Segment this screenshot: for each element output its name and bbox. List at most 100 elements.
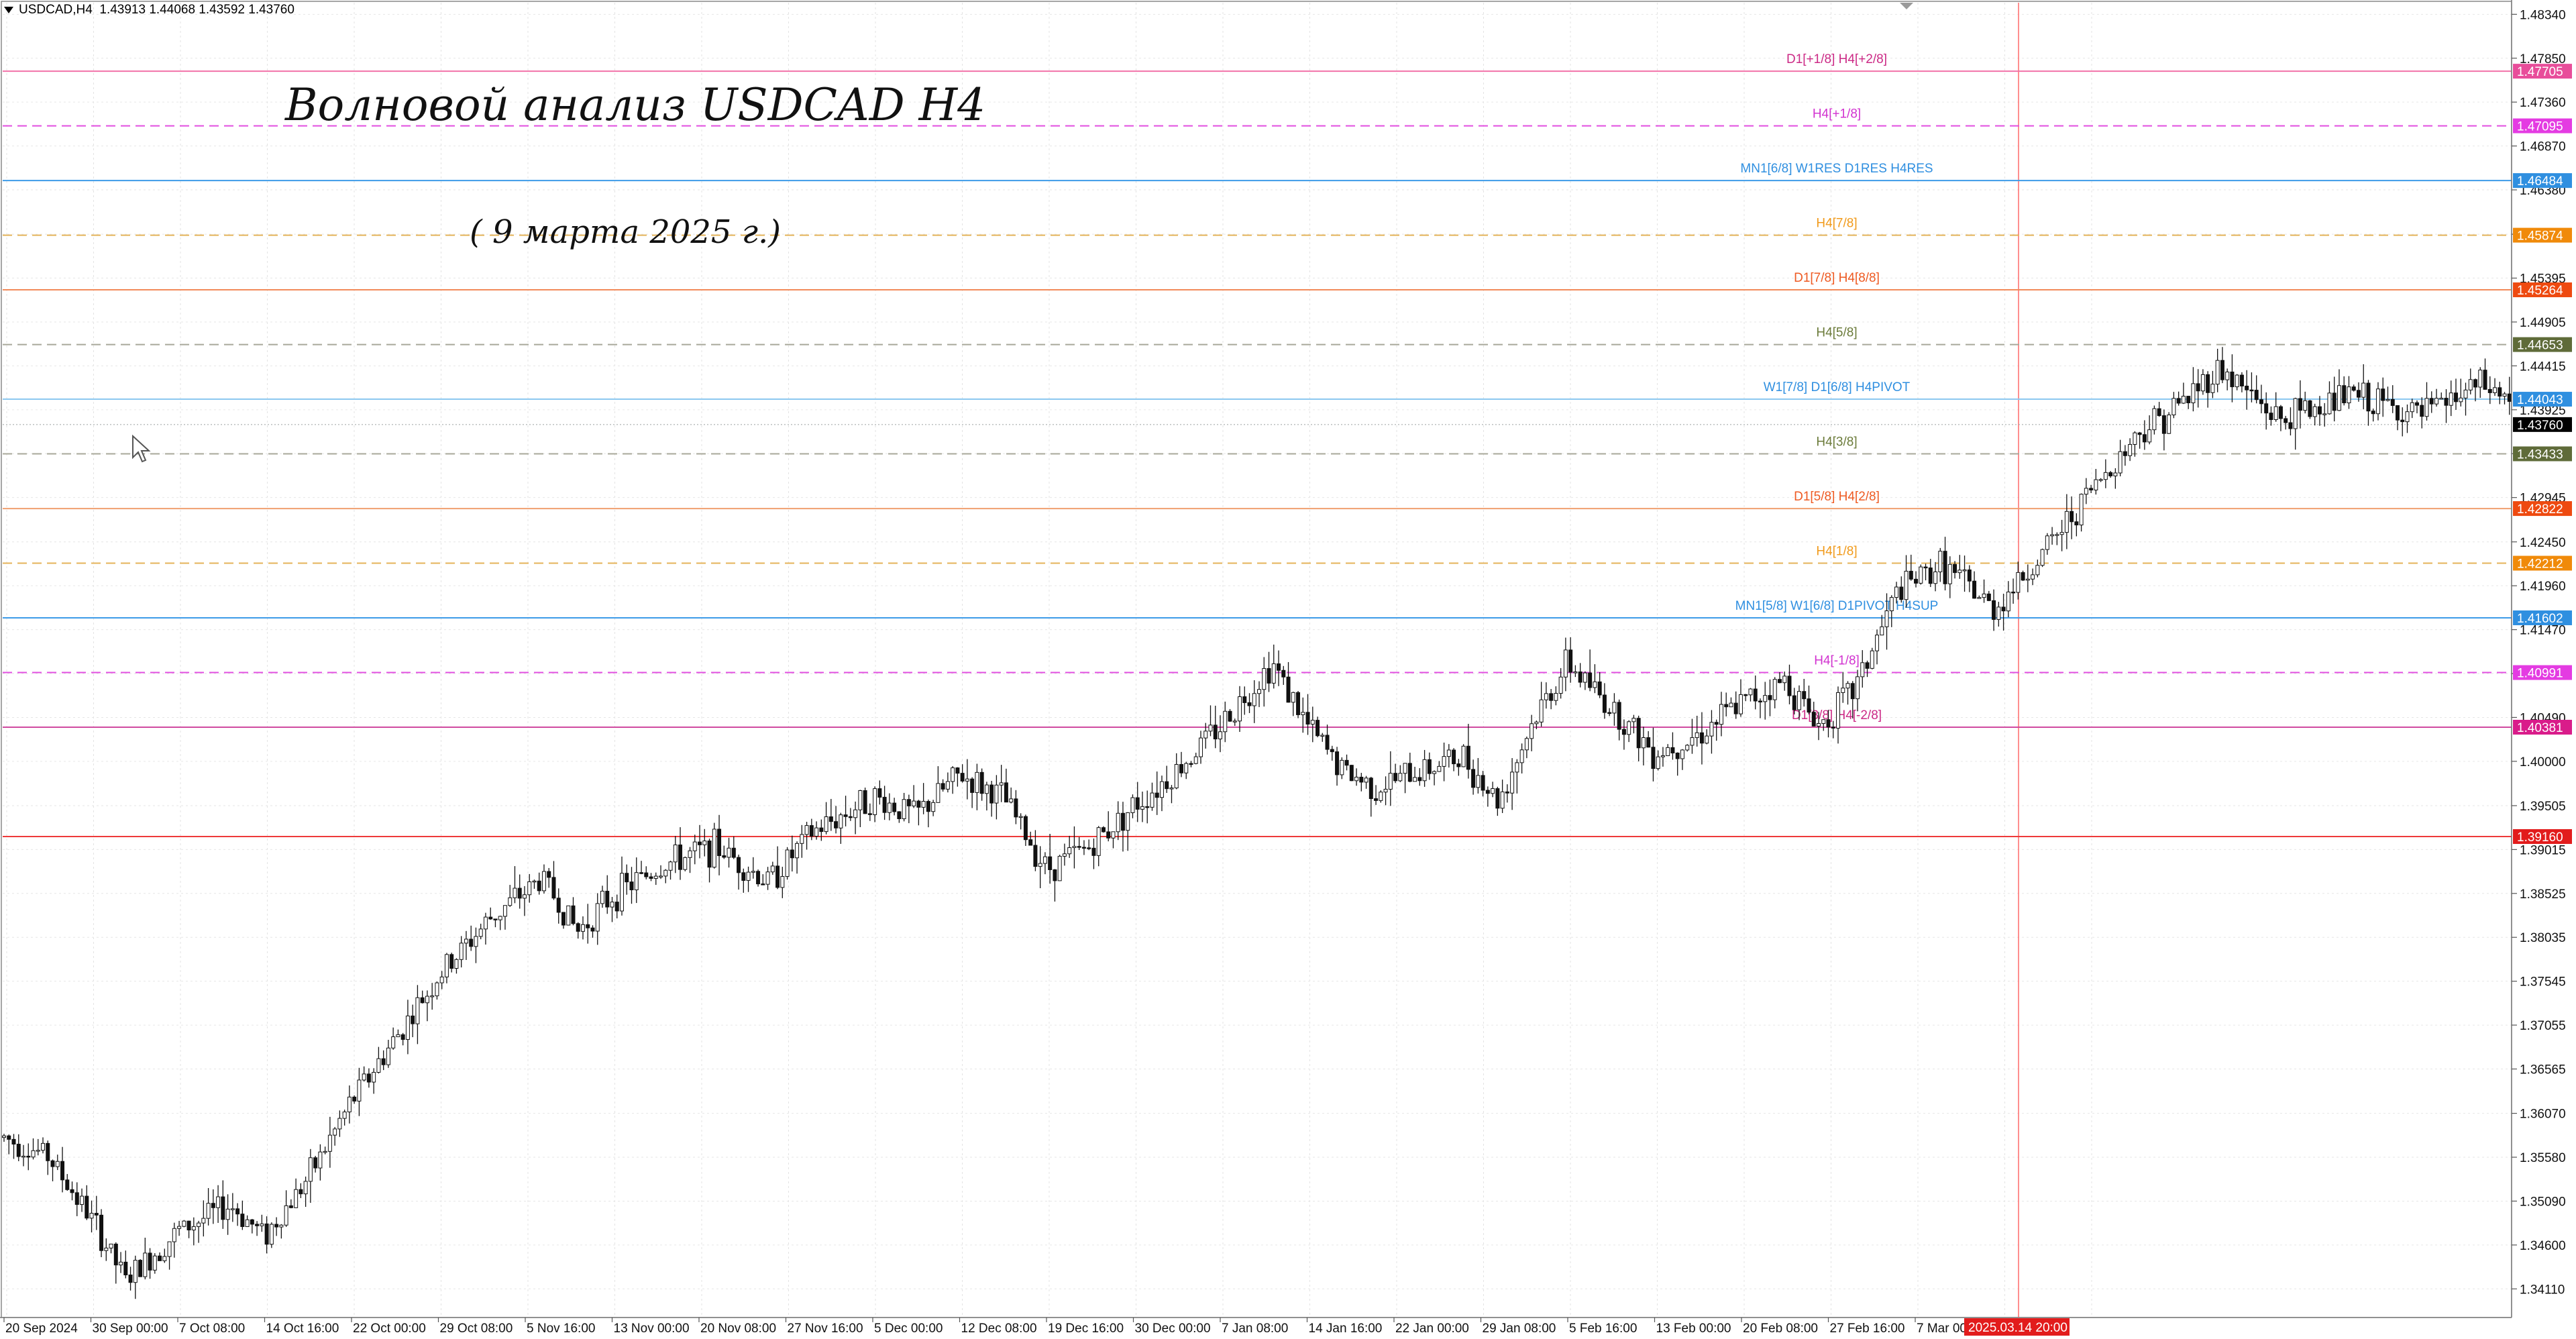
price-level-tag [2513,501,2572,517]
candle-body [2361,382,2366,398]
candle-body [1466,745,1470,770]
candle-body [1919,566,1923,584]
candle-body [1238,696,1242,722]
candle-body [288,1205,293,1208]
candle-body [2181,396,2186,404]
candle-body [761,883,765,886]
candle-body [2235,374,2239,388]
level-label: MN1[5/8] W1[6/8] D1PIVOT H4SUP [1735,599,1939,613]
candle-body [1836,692,1841,729]
candle-body [191,1226,196,1231]
candle-body [255,1224,260,1226]
candle-body [2375,388,2380,415]
candle-body [600,890,604,904]
candle-body [1018,816,1023,818]
candle-body [1880,626,1884,636]
price-tick-label: 1.38035 [2520,931,2566,945]
time-tick-label: 22 Jan 00:00 [1395,1322,1469,1336]
candle-body [167,1241,172,1257]
candle-body [1714,722,1719,725]
candle-body [2351,386,2356,391]
candle-body [1558,676,1563,694]
candle-body [873,788,877,815]
candle-body [430,995,435,998]
candle-body [323,1150,327,1153]
candle-body [1368,778,1373,799]
candle-body [333,1128,337,1136]
price-tick-label: 1.47360 [2520,96,2566,110]
candle-body [2298,398,2302,411]
candle-body [1856,676,1860,700]
candle-body [1223,710,1228,733]
time-tick-label: 30 Dec 00:00 [1135,1322,1211,1336]
candle-body [1996,606,2001,620]
candle-body [2152,408,2157,431]
candle-body [1442,756,1446,767]
price-level-tag-text: 1.45264 [2517,284,2563,298]
candle-body [444,954,449,977]
candle-body [517,888,522,899]
candle-body [892,802,897,812]
price-tick-label: 1.41470 [2520,624,2566,638]
candle-body [182,1220,186,1227]
candle-body [2176,398,2181,404]
candle-body [2390,398,2395,407]
candle-body [653,875,658,879]
candle-body [1699,732,1704,744]
candle-body [493,918,498,920]
time-tick-label: 5 Dec 00:00 [874,1322,943,1336]
candle-body [1398,773,1403,782]
candle-body [2133,432,2137,445]
candle-body [1446,749,1451,757]
candle-body [2186,396,2191,404]
candle-body [1680,749,1684,759]
candle-body [2317,406,2322,415]
candle-body [206,1203,211,1219]
price-tick-label: 1.34110 [2520,1283,2565,1297]
candle-body [1519,749,1524,763]
candle-body [1203,731,1208,739]
candle-body [1184,763,1189,773]
candle-body [158,1255,162,1261]
candle-body [663,869,668,877]
candle-body [1627,721,1631,735]
candle-body [2483,370,2487,390]
candle-body [1053,869,1057,881]
candle-body [1777,679,1782,684]
plot-frame [1,1,2512,1318]
candle-body [2254,390,2259,400]
candle-body [2021,572,2025,581]
dropdown-triangle-icon[interactable] [4,6,13,13]
candle-body [556,898,561,913]
candle-body [488,916,493,920]
time-tick-label: 7 Jan 08:00 [1222,1322,1288,1336]
candle-body [614,902,619,912]
price-level-tag [2513,446,2572,462]
candle-body [2098,479,2103,481]
candle-body [1481,775,1485,791]
candle-body [707,841,712,868]
candle-body [1933,571,1938,584]
candle-body [717,828,722,857]
candle-body [1325,735,1330,750]
scroll-marker-icon[interactable] [1900,3,1913,9]
candle-body [372,1071,376,1083]
candle-body [1802,691,1807,700]
candle-body [532,880,537,883]
candle-body [1218,731,1222,740]
price-tick-label: 1.43925 [2520,404,2566,418]
candle-body [1554,693,1558,701]
level-label: D1[5/8] H4[2/8] [1794,490,1880,504]
candle-body [1232,720,1237,722]
level-label: D1[7/8] H4[8/8] [1794,271,1880,285]
candle-body [1529,723,1534,739]
candle-body [678,844,683,870]
candle-body [89,1213,94,1219]
candle-body [2498,387,2502,397]
candle-body [1213,725,1218,740]
candle-body [1179,763,1183,773]
candle-body [780,876,785,888]
candle-body [571,905,576,924]
